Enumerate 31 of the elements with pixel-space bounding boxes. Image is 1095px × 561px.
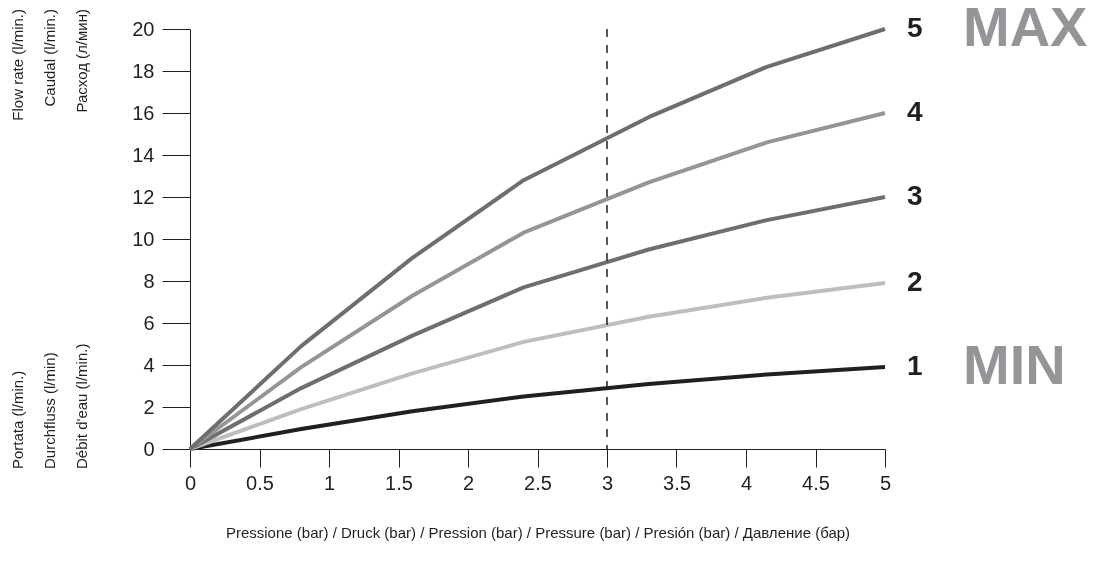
x-tick-label: 0.5: [246, 471, 274, 494]
annotation: MIN: [963, 333, 1066, 397]
y-tick-label: 20: [132, 17, 155, 40]
series-label: 2: [907, 266, 923, 298]
x-tick-label: 3: [601, 471, 614, 494]
y-tick-label: 0: [143, 437, 155, 460]
y-tick-label: 2: [143, 395, 155, 418]
x-tick-label: 5: [879, 471, 892, 494]
y-tick-label: 18: [132, 59, 155, 82]
y-tick-label: 10: [132, 227, 155, 250]
x-axis-title: Pressione (bar) / Druck (bar) / Pression (bar) / Pressure (bar) / Presión (bar) / Давление (бар): [225, 523, 851, 541]
x-tick-label: 0: [184, 471, 197, 494]
x-tick-label: 4: [740, 471, 753, 494]
series-label: 5: [907, 12, 923, 43]
series-label: 1: [907, 350, 923, 382]
x-tick-label: 1.5: [385, 471, 413, 494]
y-tick-label: 12: [132, 185, 155, 208]
y-tick-label: 14: [132, 143, 155, 166]
x-tick-label: 2: [462, 471, 475, 494]
x-tick-label: 4.5: [802, 471, 830, 494]
y-tick-label: 16: [132, 101, 155, 124]
x-tick-label: 3.5: [663, 471, 691, 494]
x-tick-label: 2.5: [524, 471, 552, 494]
text: Portata (l/min.) Durchfluss (l/min) Débit d'eau (l/min.) Flow rate (l/min.) Caudal (l/min.) Расход (л/мин): [9, 9, 90, 469]
y-tick-label: 4: [143, 353, 155, 376]
x-tick-label: 1: [323, 471, 336, 494]
series-label: 4: [907, 96, 923, 127]
series-label: 3: [907, 180, 923, 211]
y-tick-label: 6: [143, 311, 155, 334]
y-tick-label: 8: [143, 269, 155, 292]
annotation: MAX: [963, 0, 1088, 58]
